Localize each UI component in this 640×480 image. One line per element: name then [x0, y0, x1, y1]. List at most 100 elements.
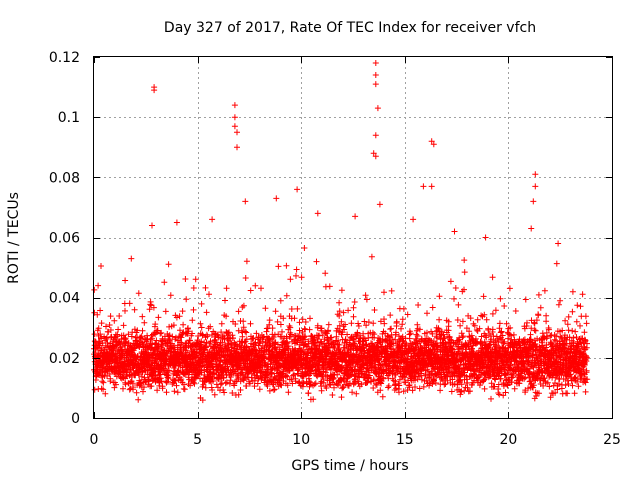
data-point [461, 257, 468, 264]
data-point [189, 317, 196, 324]
data-point [138, 333, 145, 340]
data-point [393, 318, 400, 325]
data-point [220, 386, 227, 393]
data-point [512, 308, 519, 314]
data-point [131, 306, 138, 313]
data-point [97, 307, 104, 314]
data-point [224, 363, 231, 370]
data-point [415, 302, 422, 308]
data-point [111, 317, 118, 324]
data-point [283, 262, 290, 269]
data-point [218, 329, 225, 336]
data-point [293, 272, 299, 279]
data-point [208, 332, 215, 338]
data-point [187, 382, 194, 389]
data-point [91, 338, 98, 345]
data-point [436, 293, 443, 300]
data-point [302, 319, 309, 325]
data-point [154, 387, 161, 394]
data-point [298, 274, 305, 281]
data-point [239, 304, 246, 311]
data-point [178, 376, 185, 383]
data-point [339, 385, 346, 392]
data-point [135, 290, 142, 297]
data-point [106, 322, 113, 328]
data-point [157, 375, 164, 382]
data-point [198, 300, 205, 307]
data-point [478, 312, 485, 319]
data-point [181, 381, 187, 388]
data-point [497, 295, 504, 302]
data-point [100, 386, 107, 393]
data-point [155, 314, 162, 321]
data-point [283, 292, 290, 299]
data-points-layer [91, 60, 591, 404]
data-point [133, 389, 140, 396]
data-point [159, 385, 166, 392]
data-point [537, 304, 544, 311]
data-point [406, 335, 413, 342]
data-point [305, 390, 312, 397]
data-point [107, 327, 114, 333]
data-point [288, 306, 295, 312]
data-point [135, 396, 142, 403]
data-point [489, 274, 496, 281]
data-point [113, 381, 119, 388]
data-point [269, 325, 276, 332]
data-point [149, 335, 155, 342]
data-point [96, 338, 103, 345]
data-point [201, 371, 208, 378]
data-point [535, 311, 542, 318]
data-point [413, 331, 420, 338]
data-point [126, 300, 133, 307]
data-point [226, 329, 232, 336]
data-point [148, 383, 155, 390]
data-point [163, 379, 170, 386]
data-point [474, 316, 481, 323]
data-point [158, 329, 165, 336]
data-point [222, 380, 229, 387]
data-point [242, 328, 249, 335]
data-point [218, 320, 225, 327]
data-point [202, 384, 209, 391]
data-point [488, 395, 494, 402]
data-point [139, 327, 146, 334]
data-point [496, 391, 503, 398]
data-point [235, 308, 242, 315]
data-point [176, 313, 183, 320]
data-point [247, 287, 254, 294]
data-point [152, 321, 159, 328]
data-point [183, 296, 190, 303]
data-point [173, 314, 180, 321]
data-point [190, 306, 197, 313]
data-point [223, 313, 230, 320]
data-point [91, 286, 98, 293]
data-point [108, 333, 115, 340]
data-point [204, 333, 211, 340]
data-point [322, 270, 329, 277]
data-point [437, 387, 444, 394]
data-point [399, 316, 406, 323]
data-point [202, 284, 209, 291]
data-point [318, 387, 325, 394]
data-point [170, 322, 177, 329]
data-point [371, 307, 378, 313]
data-point [399, 321, 406, 328]
data-point [243, 329, 250, 336]
data-point [270, 387, 277, 393]
data-point [252, 282, 259, 289]
data-point [541, 287, 548, 294]
data-point [235, 391, 242, 398]
data-point [206, 291, 212, 298]
data-point [181, 386, 188, 393]
data-point [543, 312, 550, 319]
data-point [385, 383, 392, 389]
data-point [162, 308, 169, 315]
data-point [429, 304, 436, 311]
data-point [242, 275, 249, 281]
data-point [103, 323, 109, 330]
data-point [481, 385, 488, 392]
data-point [240, 318, 247, 325]
data-point [184, 349, 191, 356]
data-point [131, 345, 138, 352]
